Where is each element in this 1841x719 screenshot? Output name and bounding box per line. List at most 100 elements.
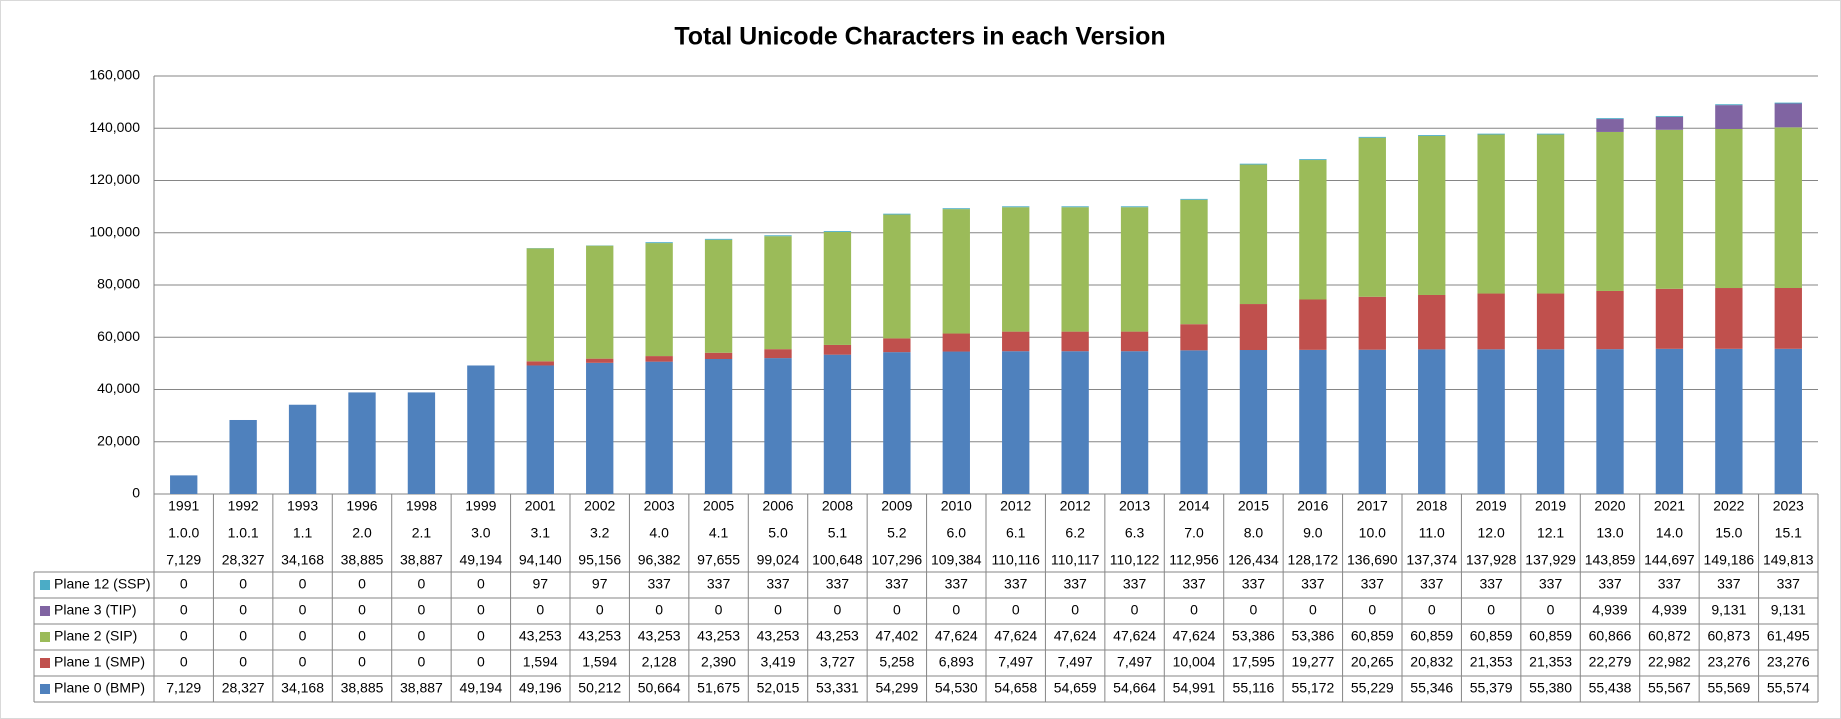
bar-segment (586, 245, 614, 359)
bar-segment (1299, 160, 1327, 300)
x-tick-label: 28,327 (222, 552, 265, 568)
bar-segment (1239, 350, 1268, 494)
y-tick-label: 0 (132, 485, 140, 501)
bar-segment (823, 231, 852, 345)
table-value: 3,727 (820, 654, 855, 670)
bar-segment (1120, 331, 1149, 352)
bar-segment (1180, 324, 1208, 351)
table-value: 0 (1012, 602, 1020, 618)
table-value: 23,276 (1767, 654, 1810, 670)
bar-segment (1596, 349, 1624, 494)
bar-segment (1418, 349, 1446, 494)
table-value: 60,873 (1707, 628, 1750, 644)
y-tick-label: 60,000 (97, 328, 140, 344)
bar-segment (1715, 288, 1743, 349)
x-tick-label: 7.0 (1184, 525, 1204, 541)
x-tick-label: 2012 (1060, 498, 1091, 514)
bar-segment (1358, 136, 1386, 138)
table-value: 3,419 (760, 654, 795, 670)
table-value: 7,497 (1117, 654, 1152, 670)
table-value: 0 (180, 628, 188, 644)
x-tick-label: 110,117 (1051, 552, 1100, 568)
x-tick-label: 2006 (762, 498, 793, 514)
x-tick-label: 2008 (822, 498, 853, 514)
bar-segment (1299, 299, 1327, 350)
table-value: 55,346 (1410, 680, 1453, 696)
x-tick-label: 126,434 (1228, 552, 1279, 568)
x-tick-label: 1993 (287, 498, 318, 514)
legend-swatch (40, 606, 50, 616)
table-value: 49,194 (459, 680, 502, 696)
bar-segment (1536, 133, 1565, 135)
table-value: 337 (1539, 576, 1563, 592)
table-value: 9,131 (1711, 602, 1746, 618)
x-tick-label: 6.1 (1006, 525, 1026, 541)
x-tick-label: 2019 (1476, 498, 1507, 514)
table-value: 0 (358, 628, 366, 644)
bar-segment (1774, 127, 1802, 289)
table-value: 49,196 (519, 680, 562, 696)
bar-segment (704, 352, 733, 359)
table-value: 6,893 (939, 654, 974, 670)
bar-segment (942, 333, 970, 352)
bar-segment (1477, 349, 1505, 494)
x-tick-label: 100,648 (812, 552, 863, 568)
bar-segment (1477, 134, 1505, 294)
table-value: 0 (596, 602, 604, 618)
table-value: 28,327 (222, 680, 265, 696)
x-tick-label: 1996 (346, 498, 377, 514)
table-value: 60,859 (1470, 628, 1513, 644)
table-value: 60,859 (1351, 628, 1394, 644)
x-tick-label: 38,885 (341, 552, 384, 568)
x-tick-label: 97,655 (697, 552, 740, 568)
legend-label: Plane 12 (SSP) (54, 576, 151, 592)
bar-segment (1120, 351, 1149, 494)
x-tick-label: 9.0 (1303, 525, 1323, 541)
table-value: 38,885 (341, 680, 384, 696)
table-value: 7,129 (166, 680, 201, 696)
table-value: 7,497 (998, 654, 1033, 670)
table-value: 51,675 (697, 680, 740, 696)
x-tick-label: 107,296 (872, 552, 923, 568)
table-value: 53,386 (1291, 628, 1334, 644)
table-value: 47,624 (1113, 628, 1156, 644)
x-tick-label: 2019 (1535, 498, 1566, 514)
bar-segment (883, 338, 911, 353)
table-value: 0 (477, 628, 485, 644)
table-value: 7,497 (1058, 654, 1093, 670)
table-value: 54,659 (1054, 680, 1097, 696)
table-value: 60,866 (1589, 628, 1632, 644)
bar-segment (586, 362, 614, 494)
x-tick-label: 112,956 (1169, 552, 1219, 568)
table-value: 47,624 (1173, 628, 1216, 644)
x-tick-label: 2.1 (412, 525, 432, 541)
table-value: 0 (239, 602, 247, 618)
x-tick-label: 2012 (1000, 498, 1031, 514)
table-value: 34,168 (281, 680, 324, 696)
table-value: 2,390 (701, 654, 736, 670)
table-value: 0 (180, 602, 188, 618)
table-value: 1,594 (523, 654, 558, 670)
bar-segment (1358, 137, 1386, 297)
table-value: 337 (1598, 576, 1622, 592)
table-value: 0 (239, 576, 247, 592)
x-tick-label: 137,928 (1466, 552, 1517, 568)
table-value: 0 (1309, 602, 1317, 618)
bar-segment (1477, 293, 1505, 350)
bar-segment (645, 361, 673, 494)
x-tick-label: 136,690 (1347, 552, 1398, 568)
y-tick-label: 80,000 (97, 276, 140, 292)
x-tick-label: 1992 (228, 498, 259, 514)
x-tick-label: 143,859 (1585, 552, 1636, 568)
table-value: 0 (180, 654, 188, 670)
bar-segment (1358, 349, 1386, 494)
x-tick-label: 2010 (941, 498, 972, 514)
table-value: 55,229 (1351, 680, 1394, 696)
x-tick-label: 5.1 (828, 525, 848, 541)
table-value: 50,212 (578, 680, 621, 696)
bar-segment (1596, 119, 1624, 132)
x-tick-label: 13.0 (1596, 525, 1623, 541)
table-value: 0 (418, 628, 426, 644)
legend-label: Plane 3 (TIP) (54, 602, 136, 618)
